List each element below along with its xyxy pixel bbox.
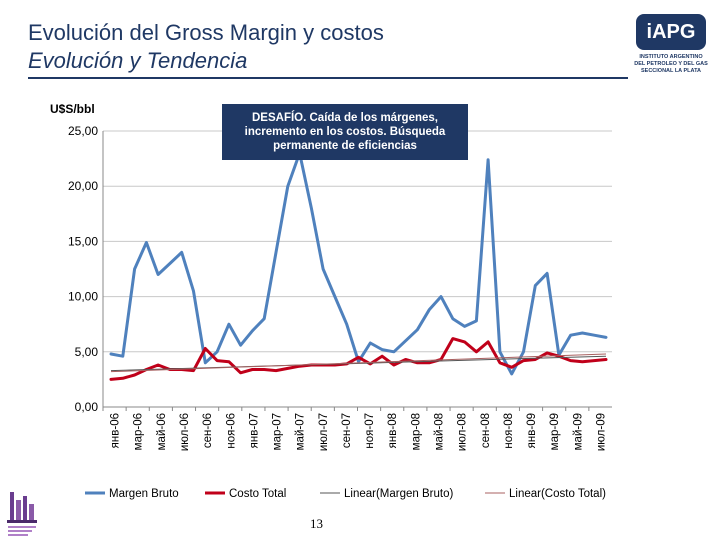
y-tick-label: 10,00 bbox=[68, 290, 98, 304]
x-tick-label: май-06 bbox=[156, 413, 168, 450]
logo-caption-line-3: SECCIONAL LA PLATA bbox=[641, 68, 701, 74]
x-tick-label: май-08 bbox=[433, 413, 445, 450]
legend-label: Linear(Margen Bruto) bbox=[344, 488, 453, 500]
page-number: 13 bbox=[310, 516, 323, 531]
y-tick-label: 25,00 bbox=[68, 124, 98, 138]
y-tick-label: 20,00 bbox=[68, 179, 98, 193]
x-tick-label: мар-08 bbox=[410, 413, 422, 450]
y-axis-label: U$S/bbl bbox=[50, 102, 95, 116]
logo-mark: iAPG bbox=[636, 14, 706, 50]
costo-total-line bbox=[109, 337, 608, 381]
challenge-callout: DESAFÍO. Caída de los márgenes, incremen… bbox=[222, 104, 468, 160]
y-tick-label: 15,00 bbox=[68, 234, 98, 248]
x-tick-label: сен-07 bbox=[341, 413, 353, 448]
x-tick-label: янв-09 bbox=[526, 413, 538, 448]
x-tick-label: мар-07 bbox=[272, 413, 284, 450]
x-tick-label: сен-08 bbox=[480, 413, 492, 448]
title-divider bbox=[28, 77, 628, 79]
margen-bruto-trendline bbox=[110, 355, 607, 372]
x-tick-label: янв-08 bbox=[387, 413, 399, 448]
x-tick-label: ноя-07 bbox=[364, 413, 376, 449]
y-tick-label: 5,00 bbox=[75, 345, 99, 359]
logo-caption-line-2: DEL PETROLEO Y DEL GAS bbox=[634, 61, 708, 67]
x-tick-label: июл-07 bbox=[318, 413, 330, 451]
x-tick-label: ноя-06 bbox=[225, 413, 237, 449]
margen-bruto-line bbox=[109, 151, 608, 376]
x-tick-label: июл-06 bbox=[179, 413, 191, 451]
legend-label: Costo Total bbox=[229, 488, 286, 500]
legend-label: Margen Bruto bbox=[109, 488, 179, 500]
legend-label: Linear(Costo Total) bbox=[509, 488, 606, 500]
x-tick-label: янв-06 bbox=[110, 413, 122, 448]
x-tick-label: янв-07 bbox=[248, 413, 260, 448]
logo-caption: INSTITUTO ARGENTINO DEL PETROLEO Y DEL G… bbox=[632, 54, 710, 75]
x-tick-label: сен-06 bbox=[202, 413, 214, 448]
x-tick-label: мар-06 bbox=[133, 413, 145, 450]
x-tick-label: май-09 bbox=[572, 413, 584, 450]
congress-logo-icon bbox=[7, 492, 37, 536]
x-tick-label: ноя-08 bbox=[503, 413, 515, 449]
x-tick-label: мар-09 bbox=[549, 413, 561, 450]
logo-caption-line-1: INSTITUTO ARGENTINO bbox=[639, 54, 703, 60]
y-tick-label: 0,00 bbox=[75, 400, 99, 414]
x-tick-label: май-07 bbox=[295, 413, 307, 450]
costo-total-trendline bbox=[110, 353, 607, 373]
iapg-logo: iAPG INSTITUTO ARGENTINO DEL PETROLEO Y … bbox=[632, 14, 710, 78]
page-title: Evolución del Gross Margin y costos bbox=[28, 20, 384, 45]
x-tick-label: июл-08 bbox=[457, 413, 469, 451]
x-tick-label: июл-09 bbox=[595, 413, 607, 451]
page-subtitle: Evolución y Tendencia bbox=[28, 48, 248, 73]
